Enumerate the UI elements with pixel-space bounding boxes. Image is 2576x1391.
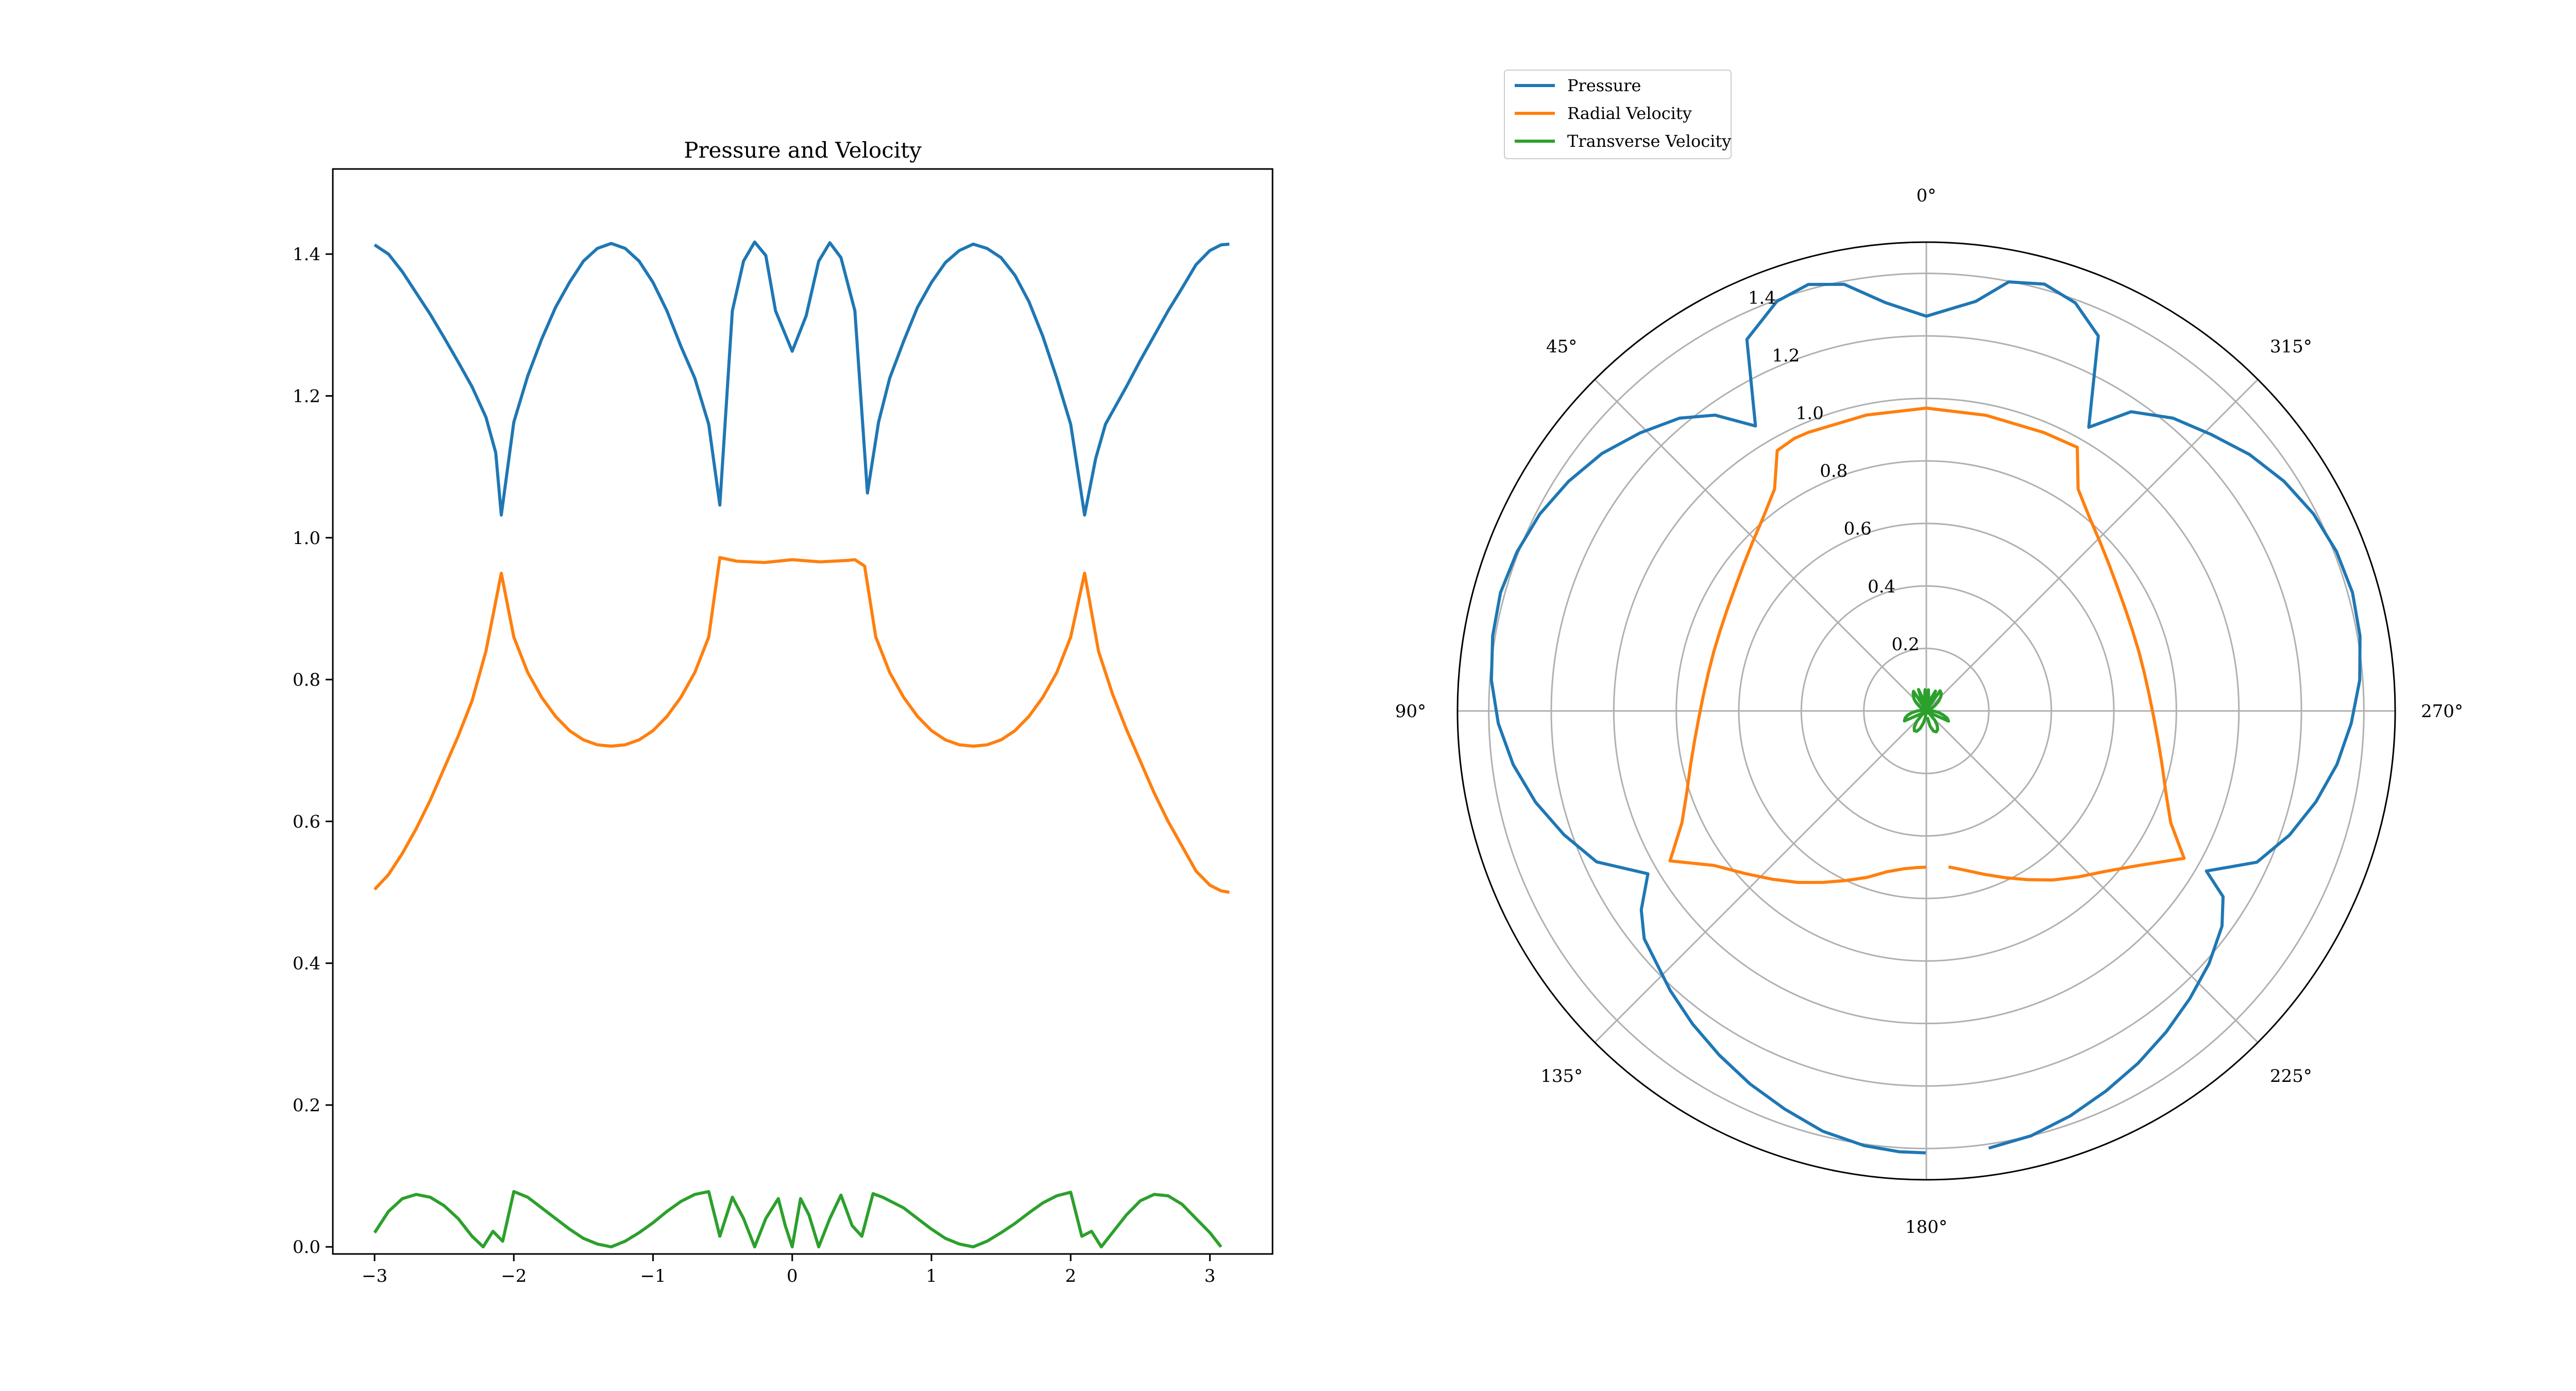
radial-tick-label: 0.8 <box>1820 461 1848 482</box>
legend-box <box>1504 70 1732 159</box>
angle-tick-labels: 0° 45° 90° 135° 180° 225° 270° 315° <box>1395 185 2463 1237</box>
polar-chart: 0.2 0.4 0.6 0.8 1.0 1.2 1.4 0° 45° 90° 135° 180° 22… <box>1395 185 2463 1237</box>
y-axis-ticks: 0.0 0.2 0.4 0.6 0.8 1.0 1.2 1.4 <box>293 244 333 1258</box>
x-tick-label: −3 <box>362 1266 387 1286</box>
x-tick-label: −2 <box>501 1266 527 1286</box>
y-tick-label: 0.6 <box>293 811 320 832</box>
radial-tick-labels: 0.2 0.4 0.6 0.8 1.0 1.2 1.4 <box>1748 287 1920 655</box>
y-tick-label: 1.0 <box>293 528 320 549</box>
angular-grid-line <box>1925 710 2259 1043</box>
y-tick-label: 1.4 <box>293 244 320 265</box>
y-tick-label: 1.2 <box>293 386 320 406</box>
polar-series-line-radial-velocity <box>1668 406 2186 884</box>
x-tick-label: 0 <box>787 1266 798 1286</box>
x-tick-label: 3 <box>1205 1266 1216 1286</box>
angle-tick-label: 45° <box>1546 336 1577 357</box>
angle-tick-label: 90° <box>1395 701 1426 722</box>
plot-frame <box>332 168 1274 1255</box>
angle-tick-label: 270° <box>2421 701 2463 722</box>
polar-grid <box>1458 242 2395 1180</box>
series-line-pressure <box>374 240 1230 517</box>
legend-label-transverse-velocity: Transverse Velocity <box>1567 131 1731 151</box>
y-tick-label: 0.2 <box>293 1095 320 1116</box>
polar-series-line-transverse-velocity <box>1903 688 1950 734</box>
legend-label-pressure: Pressure <box>1567 76 1641 95</box>
x-axis-ticks: −3 −2 −1 0 1 2 3 <box>362 1254 1215 1286</box>
x-tick-label: −1 <box>640 1266 666 1286</box>
series-line-radial-velocity <box>373 556 1230 894</box>
series-line-transverse-velocity <box>373 1190 1223 1249</box>
radial-tick-label: 0.4 <box>1868 576 1895 597</box>
y-tick-label: 0.8 <box>293 670 320 690</box>
radial-tick-label: 0.2 <box>1892 634 1920 655</box>
radial-tick-label: 1.4 <box>1748 287 1776 308</box>
y-tick-label: 0.4 <box>293 954 320 974</box>
angle-tick-label: 315° <box>2270 336 2312 357</box>
polar-series-line-pressure <box>1489 280 2362 1155</box>
angular-grid-line <box>1925 379 2259 712</box>
angle-tick-label: 180° <box>1905 1217 1947 1237</box>
x-tick-label: 2 <box>1065 1266 1076 1286</box>
polar-series-group <box>1489 280 2362 1155</box>
legend-entries: Pressure Radial Velocity Transverse Veloci… <box>1515 76 1731 151</box>
polar-outer-circle <box>1456 241 2396 1181</box>
angle-tick-label: 135° <box>1540 1066 1583 1087</box>
y-tick-label: 0.0 <box>293 1237 320 1258</box>
radial-tick-label: 1.2 <box>1772 345 1800 366</box>
legend-label-radial-velocity: Radial Velocity <box>1567 104 1692 123</box>
cartesian-series-group <box>373 240 1230 1249</box>
cartesian-chart: Pressure and Velocity −3 −2 −1 0 1 2 3 0.00.20… <box>293 138 1274 1286</box>
legend: Pressure Radial Velocity Transverse Veloci… <box>1504 70 1732 159</box>
angle-tick-label: 225° <box>2270 1066 2312 1087</box>
angle-tick-label: 0° <box>1917 185 1937 206</box>
radial-tick-label: 1.0 <box>1796 403 1824 424</box>
chart-title: Pressure and Velocity <box>684 138 922 163</box>
radial-tick-label: 0.6 <box>1844 519 1872 539</box>
x-tick-label: 1 <box>926 1266 937 1286</box>
angular-grid-line <box>1594 379 1927 712</box>
